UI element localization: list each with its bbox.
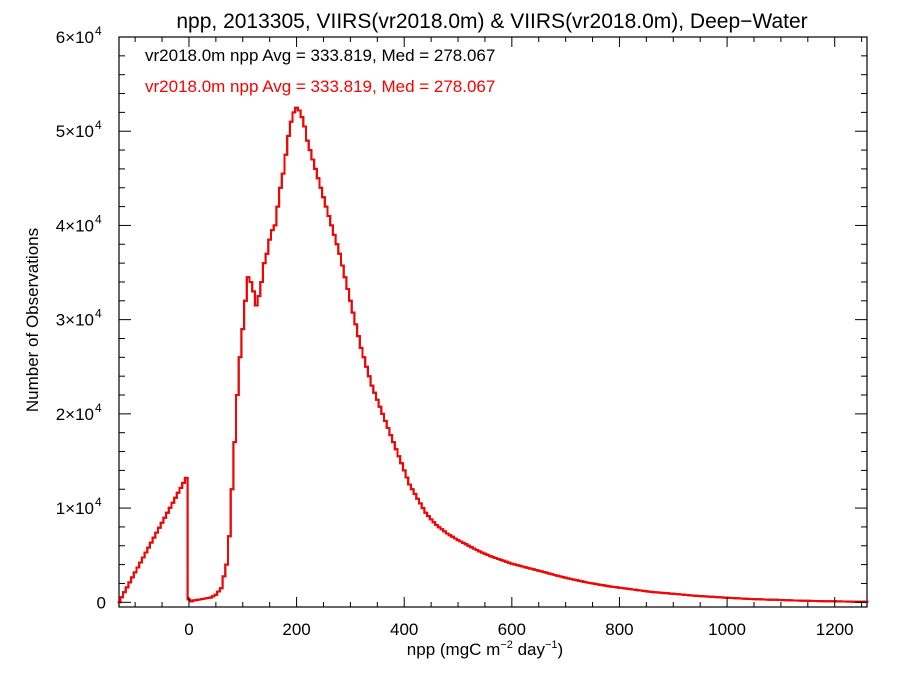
plot-border	[118, 36, 868, 608]
y-tick-label: 1×10	[56, 499, 94, 518]
y-tick-label-exponent: 4	[95, 495, 102, 509]
x-axis-label: npp (mgC m−2 day−1)	[407, 639, 563, 659]
x-axis-label-exponent-2: −1	[545, 639, 558, 651]
x-tick-label: 1000	[708, 620, 746, 639]
x-tick-label: 1200	[816, 620, 854, 639]
x-axis-label-exponent-1: −2	[500, 639, 513, 651]
x-axis-label-prefix: npp (mgC m	[407, 640, 501, 659]
stats-annotation-black: vr2018.0m npp Avg = 333.819, Med = 278.0…	[145, 46, 495, 65]
y-tick-label-exponent: 4	[95, 212, 102, 226]
x-tick-label: 0	[184, 620, 193, 639]
stats-annotation-red: vr2018.0m npp Avg = 333.819, Med = 278.0…	[145, 77, 495, 96]
y-tick-label-exponent: 4	[95, 118, 102, 132]
chart-title: npp, 2013305, VIIRS(vr2018.0m) & VIIRS(v…	[176, 10, 807, 33]
histogram-curve-layer	[117, 106, 869, 604]
x-tick-label: 200	[282, 620, 310, 639]
histogram-series-red	[117, 106, 869, 604]
y-tick-label: 4×10	[56, 216, 94, 235]
y-tick-label: 6×10	[56, 28, 94, 47]
plot-frame	[118, 36, 868, 608]
y-tick-label-exponent: 4	[95, 24, 102, 38]
x-tick-label: 600	[498, 620, 526, 639]
x-axis-label-middle: day	[513, 640, 546, 659]
y-tick-label: 0	[97, 593, 106, 612]
x-tick-label: 800	[605, 620, 633, 639]
x-tick-label: 400	[390, 620, 418, 639]
y-tick-label: 3×10	[56, 311, 94, 330]
y-tick-label-exponent: 4	[95, 401, 102, 415]
y-axis-label: Number of Observations	[23, 228, 42, 412]
y-tick-label-exponent: 4	[95, 307, 102, 321]
y-tick-label: 2×10	[56, 405, 94, 424]
y-tick-label: 5×10	[56, 122, 94, 141]
x-axis-label-suffix: )	[558, 640, 564, 659]
